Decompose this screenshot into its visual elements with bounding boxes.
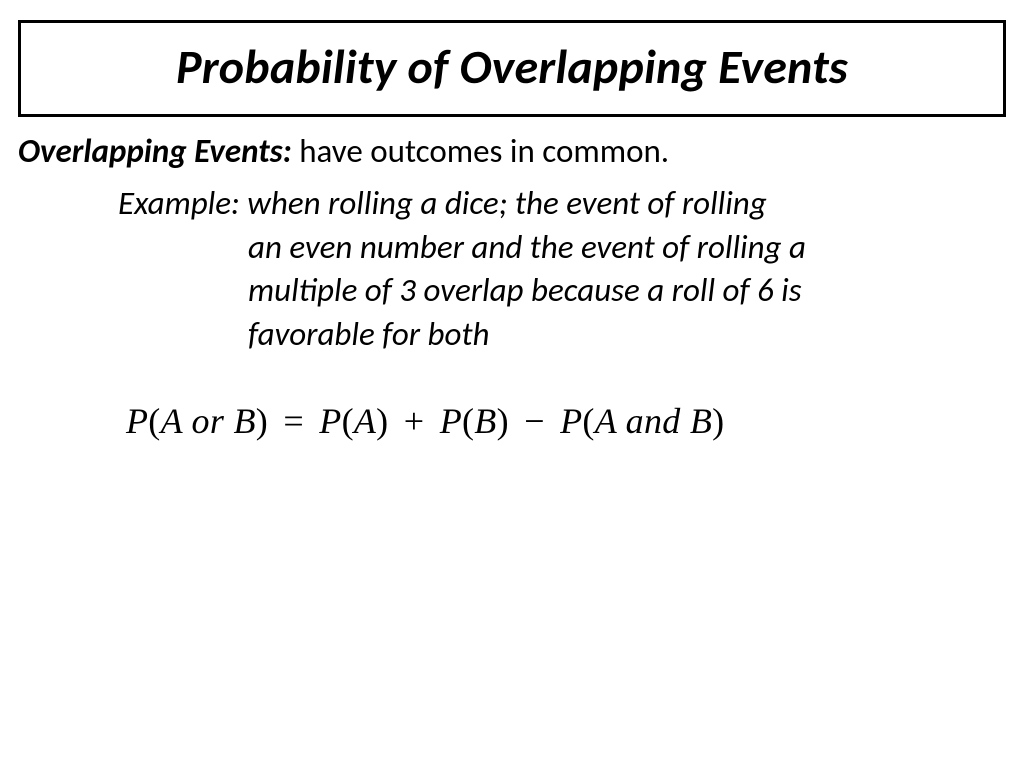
example-line-1: Example: when rolling a dice; the event … — [118, 183, 767, 223]
minus: − — [518, 401, 551, 441]
formula-and: and — [616, 401, 690, 441]
page-title: Probability of Overlapping Events — [31, 37, 993, 96]
definition-term: Overlapping Events: — [18, 131, 292, 171]
formula-A1: A — [161, 401, 183, 441]
formula-P2: P — [319, 401, 341, 441]
equals: = — [277, 401, 310, 441]
rparen-4: ) — [712, 401, 724, 441]
formula-B1: B — [233, 401, 255, 441]
lparen-1: ( — [148, 401, 160, 441]
lparen-4: ( — [582, 401, 594, 441]
formula-B2: B — [474, 401, 496, 441]
definition-text: have outcomes in common. — [292, 131, 669, 171]
definition-line: Overlapping Events: have outcomes in com… — [18, 131, 1006, 172]
example-line-2: an even number and the event of rolling … — [118, 226, 996, 270]
rparen-3: ) — [497, 401, 509, 441]
title-box: Probability of Overlapping Events — [18, 20, 1006, 117]
formula-P3: P — [440, 401, 462, 441]
formula-P1: P — [126, 401, 148, 441]
formula-A2: A — [354, 401, 376, 441]
lparen-3: ( — [462, 401, 474, 441]
formula-A3: A — [595, 401, 617, 441]
example-line-3: multiple of 3 overlap because a roll of … — [118, 269, 996, 313]
rparen-1: ) — [256, 401, 268, 441]
formula: P(A or B) = P(A) + P(B) − P(A and B) — [18, 400, 1006, 442]
example-line-4: favorable for both — [118, 313, 996, 357]
lparen-2: ( — [342, 401, 354, 441]
formula-or: or — [182, 401, 233, 441]
formula-B3: B — [690, 401, 712, 441]
rparen-2: ) — [376, 401, 388, 441]
plus: + — [398, 401, 431, 441]
example-block: Example: when rolling a dice; the event … — [18, 182, 1006, 356]
formula-P4: P — [560, 401, 582, 441]
